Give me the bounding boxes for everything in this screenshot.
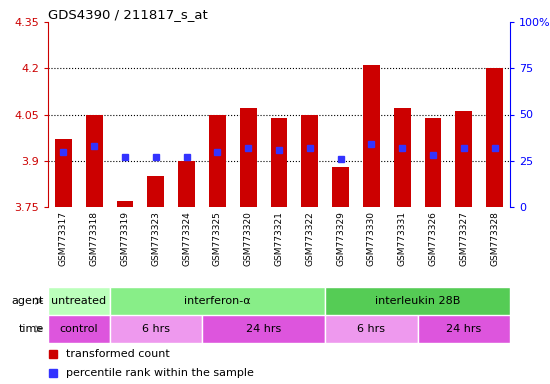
Text: GSM773319: GSM773319 bbox=[120, 211, 129, 266]
Bar bbox=[117, 201, 134, 207]
Text: untreated: untreated bbox=[51, 296, 106, 306]
Bar bbox=[55, 139, 72, 207]
Text: GSM773331: GSM773331 bbox=[398, 211, 406, 266]
Bar bbox=[178, 161, 195, 207]
Text: GSM773324: GSM773324 bbox=[182, 211, 191, 266]
Text: 6 hrs: 6 hrs bbox=[142, 324, 170, 334]
Text: GDS4390 / 211817_s_at: GDS4390 / 211817_s_at bbox=[48, 8, 208, 21]
Text: GSM773325: GSM773325 bbox=[213, 211, 222, 266]
Text: GSM773330: GSM773330 bbox=[367, 211, 376, 266]
Bar bbox=[147, 176, 164, 207]
Text: 6 hrs: 6 hrs bbox=[358, 324, 386, 334]
Bar bbox=[86, 114, 103, 207]
Bar bbox=[325, 287, 510, 315]
Bar bbox=[394, 108, 411, 207]
Bar bbox=[209, 114, 226, 207]
Text: GSM773326: GSM773326 bbox=[428, 211, 437, 266]
Text: GSM773317: GSM773317 bbox=[59, 211, 68, 266]
Bar bbox=[109, 315, 202, 343]
Bar bbox=[486, 68, 503, 207]
Bar bbox=[332, 167, 349, 207]
Text: 24 hrs: 24 hrs bbox=[246, 324, 281, 334]
Text: interleukin 28B: interleukin 28B bbox=[375, 296, 460, 306]
Text: control: control bbox=[59, 324, 98, 334]
Text: percentile rank within the sample: percentile rank within the sample bbox=[67, 367, 254, 377]
Bar bbox=[455, 111, 472, 207]
Bar bbox=[202, 315, 325, 343]
Bar bbox=[271, 118, 288, 207]
Bar bbox=[363, 65, 380, 207]
Bar bbox=[240, 108, 257, 207]
Text: interferon-α: interferon-α bbox=[184, 296, 251, 306]
Text: GSM773322: GSM773322 bbox=[305, 211, 314, 266]
Bar bbox=[325, 315, 417, 343]
Bar bbox=[48, 287, 109, 315]
Text: GSM773329: GSM773329 bbox=[336, 211, 345, 266]
Bar bbox=[301, 114, 318, 207]
Text: time: time bbox=[19, 324, 44, 334]
Bar bbox=[109, 287, 325, 315]
Text: GSM773327: GSM773327 bbox=[459, 211, 468, 266]
Text: GSM773323: GSM773323 bbox=[151, 211, 160, 266]
Text: GSM773321: GSM773321 bbox=[274, 211, 283, 266]
Text: 24 hrs: 24 hrs bbox=[446, 324, 481, 334]
Text: GSM773320: GSM773320 bbox=[244, 211, 252, 266]
Text: transformed count: transformed count bbox=[67, 349, 170, 359]
Text: agent: agent bbox=[12, 296, 44, 306]
Text: GSM773328: GSM773328 bbox=[490, 211, 499, 266]
Bar bbox=[48, 315, 109, 343]
Text: GSM773318: GSM773318 bbox=[90, 211, 98, 266]
Bar bbox=[425, 118, 442, 207]
Bar bbox=[417, 315, 510, 343]
